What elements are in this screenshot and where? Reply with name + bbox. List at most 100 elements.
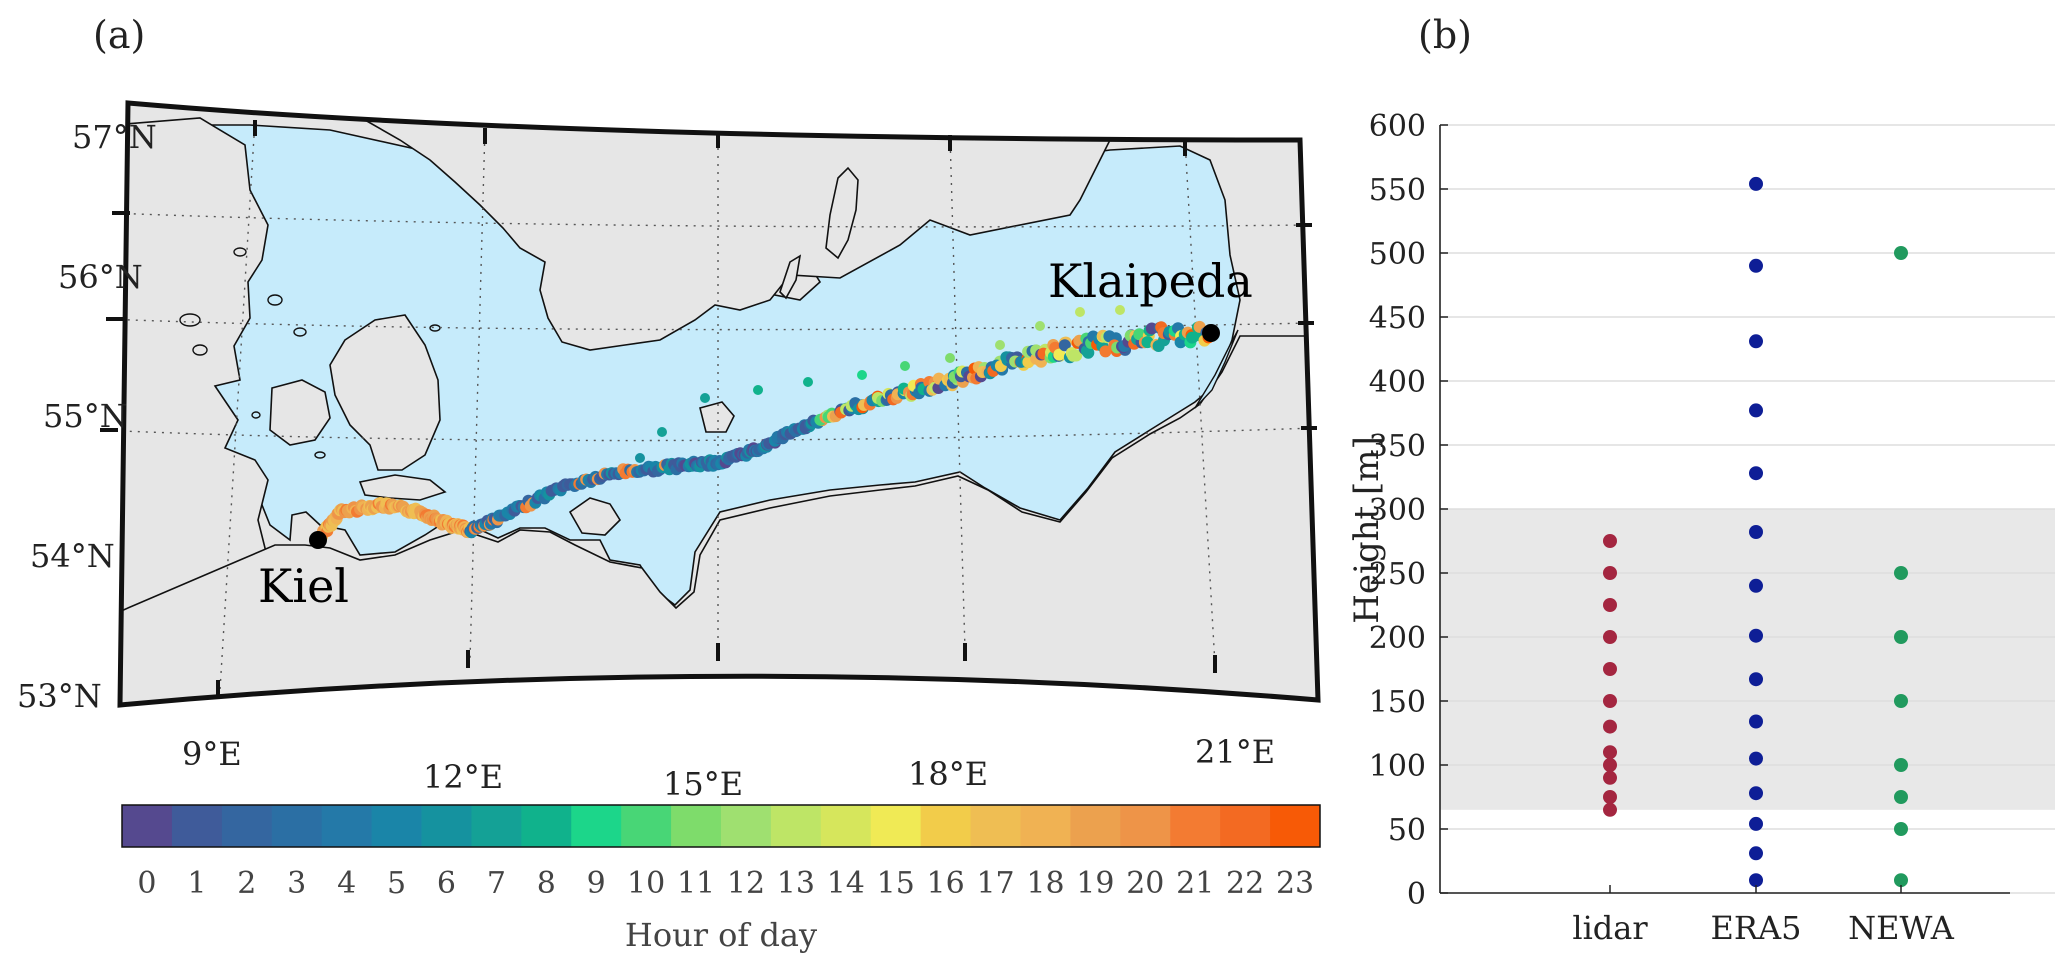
colorbar-tick-label: 17 xyxy=(976,866,1014,901)
southern-coast-land xyxy=(120,335,1318,705)
colorbar-cell xyxy=(770,805,822,847)
lat-label-54: 54°N xyxy=(30,537,115,575)
height-point-era5 xyxy=(1749,786,1763,801)
track-point xyxy=(1082,346,1095,359)
height-point-lidar xyxy=(1603,719,1617,734)
colorbar-tick-label: 23 xyxy=(1276,866,1314,901)
track-point xyxy=(1115,305,1125,315)
height-point-lidar xyxy=(1603,534,1617,548)
city-marker-kiel xyxy=(309,531,327,549)
lolland-island xyxy=(358,474,447,501)
height-point-lidar xyxy=(1603,598,1617,612)
colorbar-cell xyxy=(671,805,722,847)
colorbar-cell xyxy=(1220,805,1271,847)
y-tick-label: 200 xyxy=(1369,621,1426,656)
chart-grid xyxy=(1440,124,2055,894)
colorbar-cell xyxy=(721,805,772,847)
track-point xyxy=(753,385,763,395)
chart-axes: 0 50 100 150 200 250 300 350 400 450 500 550 600 lida… xyxy=(1369,109,2010,947)
colorbar-tick-label: 1 xyxy=(187,866,206,901)
lon-label-9: 9°E xyxy=(182,735,242,773)
y-tick-label: 350 xyxy=(1369,429,1426,464)
funen-island xyxy=(269,379,331,446)
colorbar-cell xyxy=(471,805,522,847)
ship-track xyxy=(312,305,1215,547)
height-point-lidar xyxy=(1603,694,1617,708)
colorbar-cell xyxy=(321,805,373,847)
map-frame xyxy=(117,100,1321,708)
panel-b-label: (b) xyxy=(1418,13,1472,57)
map: 57°N 56°N 55°N 54°N 53°N 9°E 12°E 15°E 1… xyxy=(17,100,1321,803)
colorbar-cell xyxy=(621,805,672,847)
lat-label-53: 53°N xyxy=(17,677,102,715)
height-point-lidar xyxy=(1603,770,1617,785)
colorbar-cell xyxy=(1120,805,1171,847)
colorbar-tick-label: 19 xyxy=(1076,866,1114,901)
curonian-lagoon xyxy=(1194,329,1239,409)
colorbar-tick-label: 3 xyxy=(287,866,306,901)
colorbar-tick-label: 12 xyxy=(727,866,765,901)
colorbar-cell xyxy=(122,805,173,847)
oland-island xyxy=(779,254,802,300)
track-point xyxy=(1075,307,1085,317)
height-point-newa xyxy=(1894,790,1908,804)
colorbar-tick-label: 13 xyxy=(777,866,815,901)
colorbar-tick-label: 2 xyxy=(237,866,256,901)
colorbar-label: Hour of day xyxy=(625,916,817,954)
track-point xyxy=(857,370,867,380)
height-point-lidar xyxy=(1603,566,1617,580)
height-chart: 0 50 100 150 200 250 300 350 400 450 500 550 600 lida… xyxy=(1347,109,2055,947)
colorbar-cell xyxy=(1170,805,1221,847)
colorbar-cell xyxy=(920,805,972,847)
track-point xyxy=(1099,345,1112,358)
track-point xyxy=(1053,348,1066,361)
height-point-newa xyxy=(1894,566,1908,580)
height-point-newa xyxy=(1894,873,1908,888)
chart-points xyxy=(1603,176,1908,888)
colorbar-cell xyxy=(870,805,922,847)
colorbar-tick-label: 5 xyxy=(387,866,406,901)
map-frame-ticks xyxy=(100,120,1317,698)
map-graticule xyxy=(120,119,1316,691)
colorbar-cell xyxy=(221,805,273,847)
height-point-lidar xyxy=(1603,745,1617,760)
height-point-newa xyxy=(1894,694,1908,708)
x-tick-label: ERA5 xyxy=(1711,909,1802,947)
rugen-island xyxy=(568,497,622,536)
y-tick-label: 50 xyxy=(1388,813,1426,848)
height-point-era5 xyxy=(1749,672,1763,687)
height-point-era5 xyxy=(1749,525,1763,539)
colorbar-cell xyxy=(820,805,872,847)
y-axis-label: Height [m] xyxy=(1347,436,1387,624)
height-point-era5 xyxy=(1749,403,1763,418)
height-point-newa xyxy=(1894,630,1908,644)
track-point xyxy=(700,393,710,403)
city-marker-klaipeda xyxy=(1202,324,1220,342)
colorbar-cell xyxy=(171,805,223,847)
lon-label-15: 15°E xyxy=(663,765,743,803)
colorbar-cell xyxy=(1270,805,1321,847)
colorbar-tick-label: 7 xyxy=(487,866,506,901)
height-point-newa xyxy=(1894,758,1908,772)
track-point xyxy=(945,353,955,363)
shaded-band xyxy=(1440,509,2055,810)
track-point xyxy=(1070,349,1083,362)
colorbar: 0 1 2 3 4 5 6 7 8 9 10 11 12 13 14 15 16 17 18 19 20 21 22 23 H… xyxy=(121,804,1321,954)
colorbar-tick-label: 6 xyxy=(437,866,456,901)
y-tick-label: 100 xyxy=(1369,749,1426,784)
x-tick-label: NEWA xyxy=(1848,909,1955,947)
city-label-kiel: Kiel xyxy=(258,559,349,613)
height-point-era5 xyxy=(1749,714,1763,729)
height-point-era5 xyxy=(1749,846,1763,861)
zealand-island xyxy=(329,314,441,471)
track-point xyxy=(1035,321,1045,331)
colorbar-cell xyxy=(371,805,422,847)
height-point-lidar xyxy=(1603,662,1617,676)
lon-label-18: 18°E xyxy=(908,755,988,793)
colorbar-cell xyxy=(421,805,472,847)
colorbar-cell xyxy=(271,805,323,847)
height-point-lidar xyxy=(1603,630,1617,644)
colorbar-tick-label: 16 xyxy=(927,866,965,901)
y-tick-label: 600 xyxy=(1369,109,1426,144)
height-point-lidar xyxy=(1603,790,1617,804)
